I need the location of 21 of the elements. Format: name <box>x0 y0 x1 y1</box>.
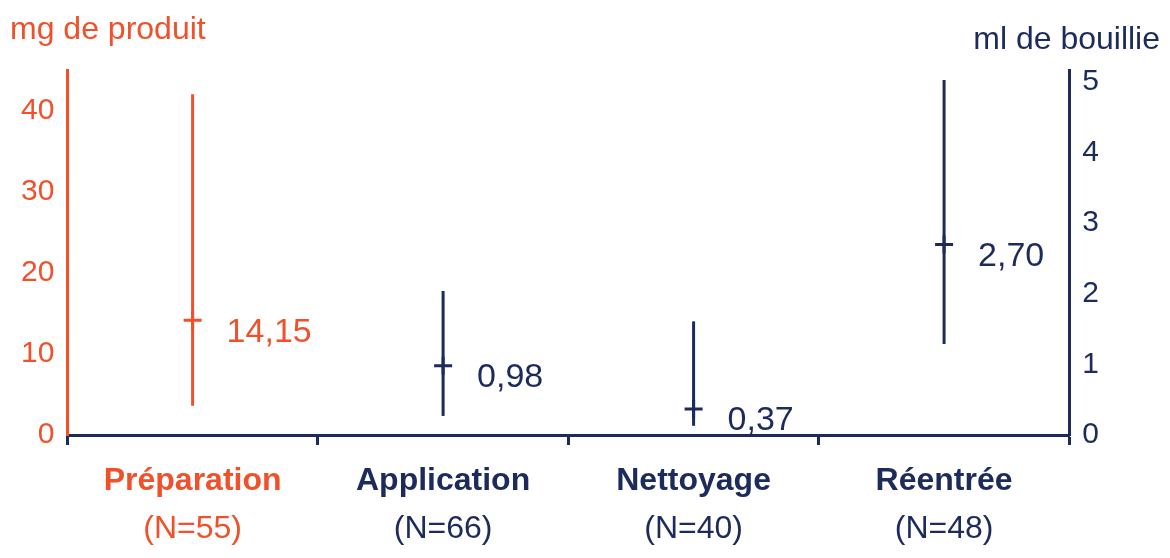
y-tick-label: 0 <box>37 416 55 450</box>
data-label: 2,70 <box>978 234 1045 273</box>
x-tick-label: Nettoyage (N=40) <box>616 460 771 545</box>
y-tick-label: 40 <box>20 91 55 125</box>
y2-tick-label: 4 <box>1082 133 1099 167</box>
y-axis-title: mg de produit <box>10 9 206 46</box>
data-label: 0,98 <box>477 356 544 395</box>
x-tick-label: Application (N=66) <box>355 460 531 545</box>
y2-axis-title: ml de bouillie <box>973 19 1160 56</box>
y-tick-label: 30 <box>20 172 55 206</box>
y-tick-label: 10 <box>20 335 55 369</box>
data-label: 14,15 <box>226 310 312 349</box>
data-label: 0,37 <box>727 399 794 438</box>
y2-tick-label: 1 <box>1082 345 1099 379</box>
y-tick-label: 20 <box>20 254 55 288</box>
y2-tick-label: 2 <box>1082 275 1099 309</box>
y2-tick-label: 5 <box>1082 63 1099 97</box>
y2-tick-label: 0 <box>1082 416 1099 450</box>
x-tick-label: Réentrée (N=48) <box>875 460 1013 545</box>
y2-tick-label: 3 <box>1082 204 1099 238</box>
x-tick-label: Préparation (N=55) <box>103 460 282 545</box>
